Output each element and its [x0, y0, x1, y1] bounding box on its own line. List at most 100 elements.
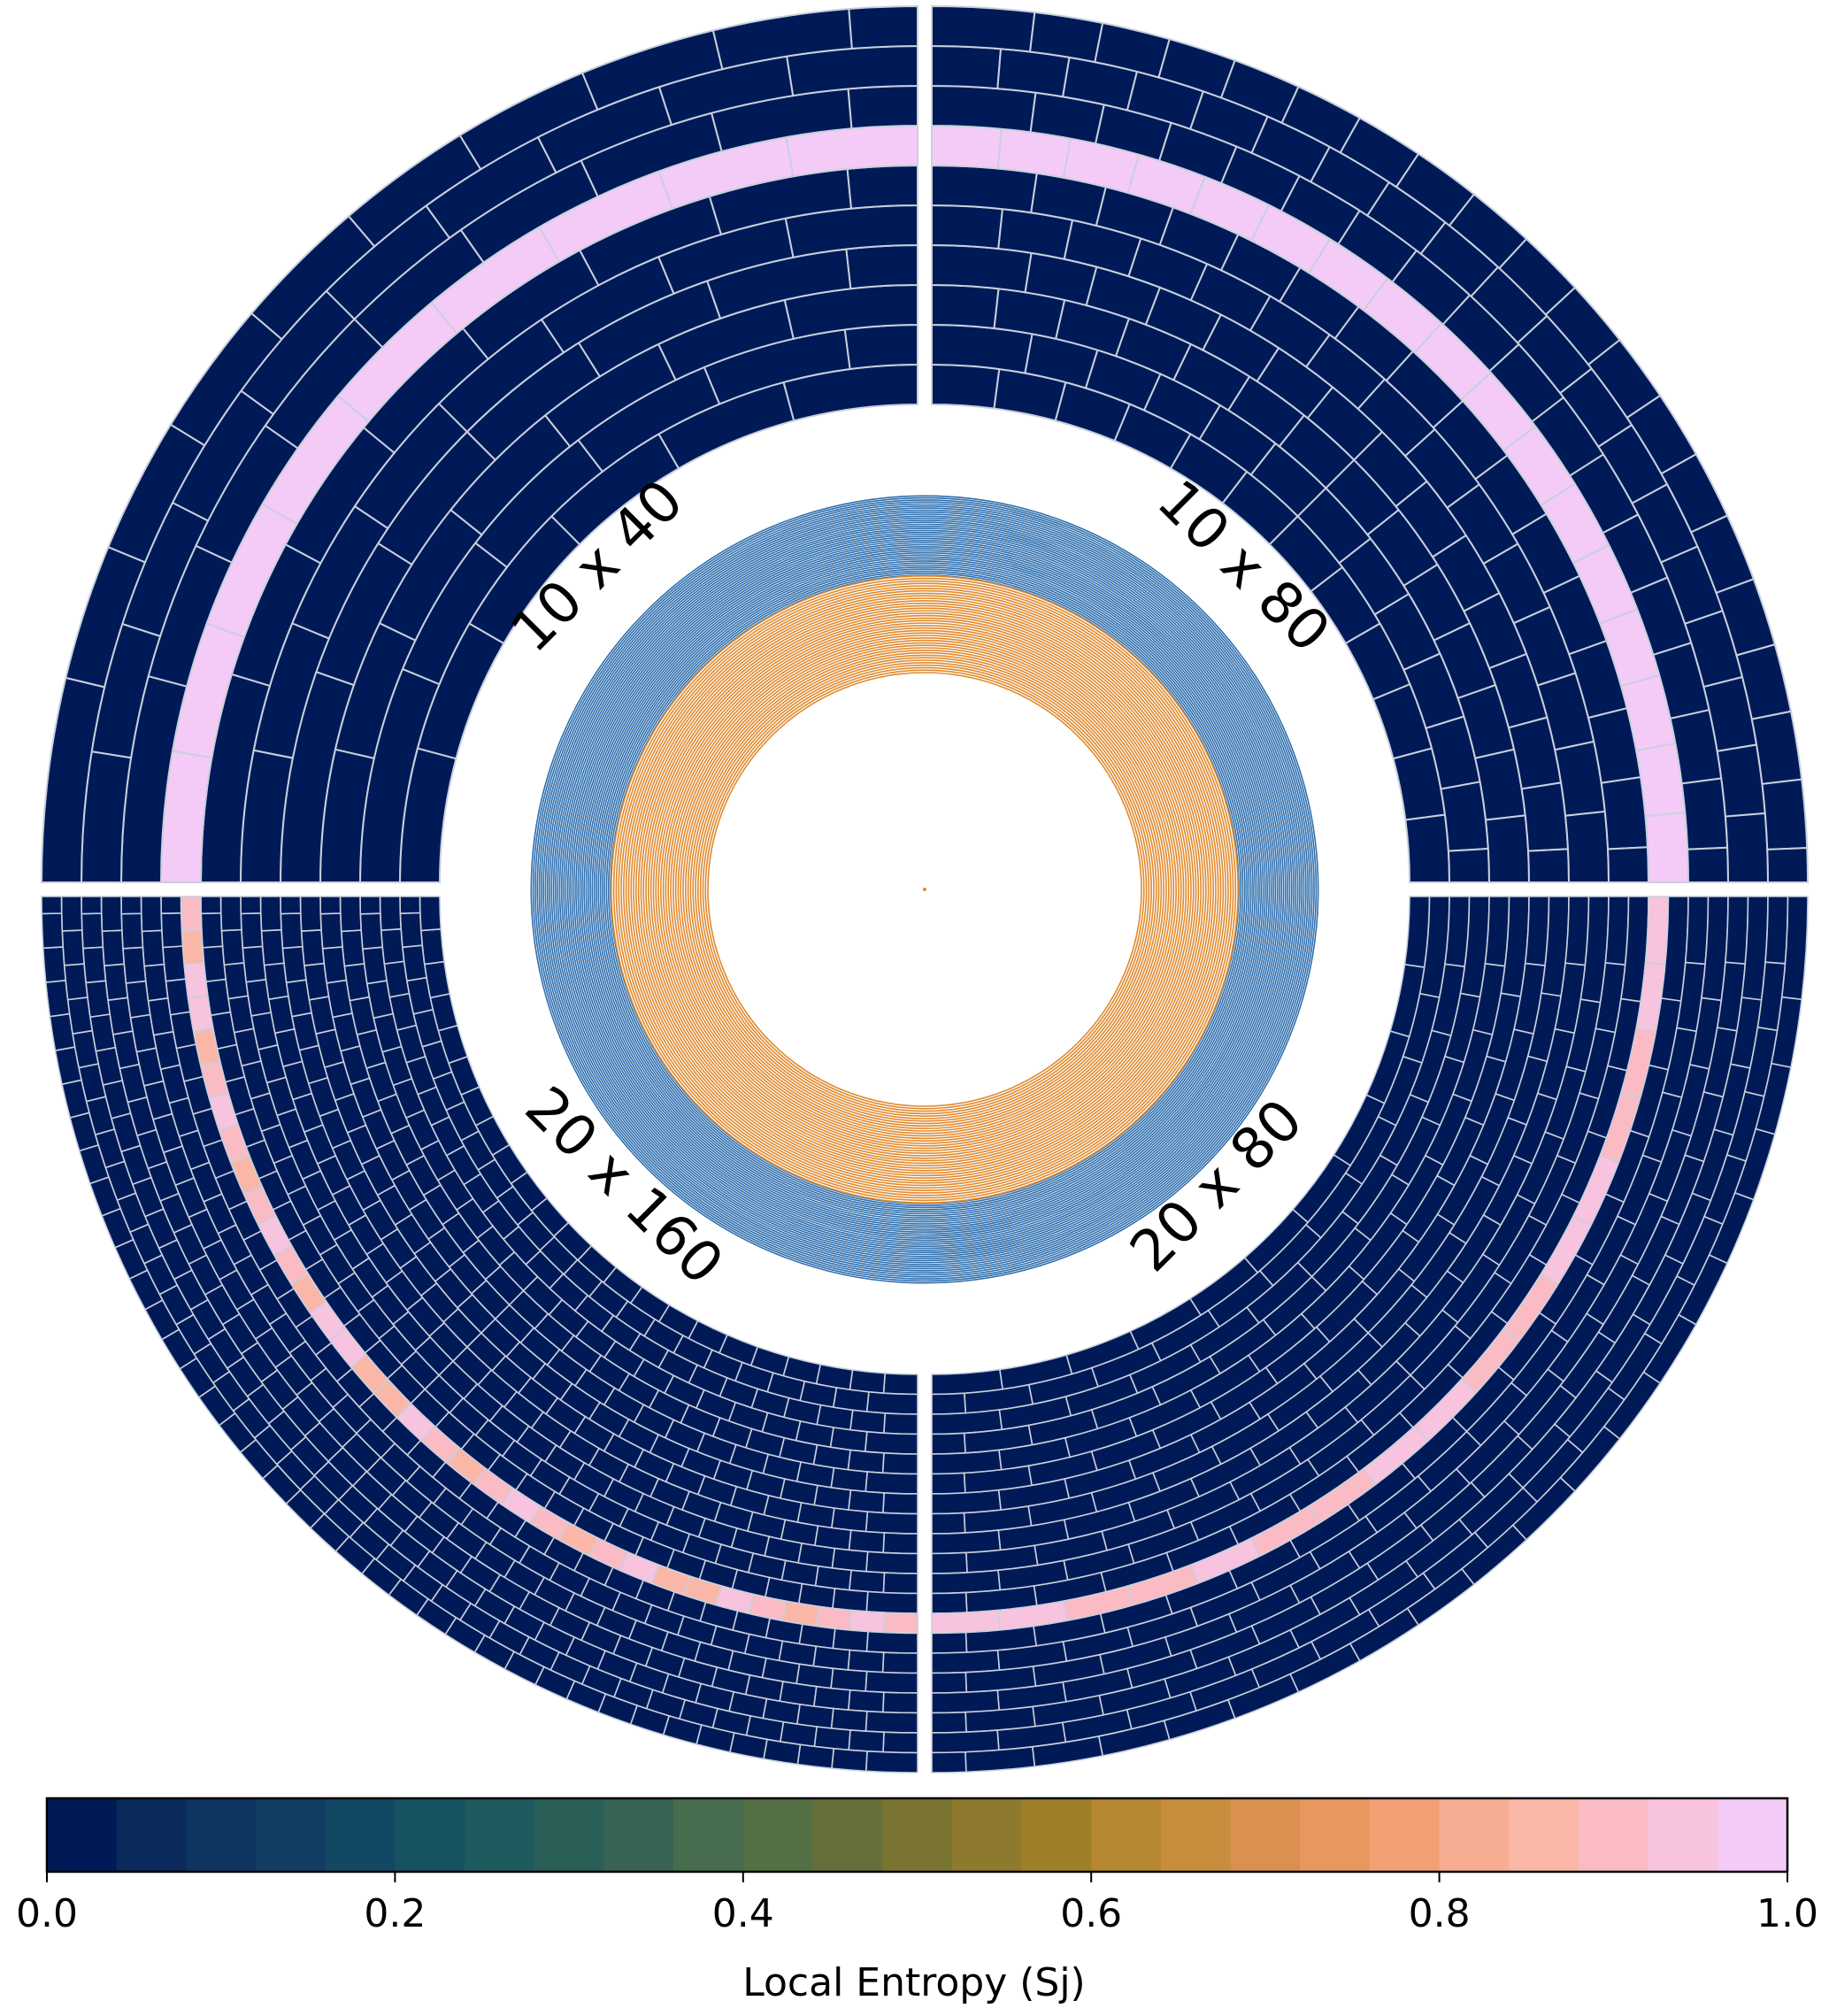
- spiral-outer-ring: [601, 566, 1249, 1213]
- heat-cell: [100, 896, 123, 932]
- heat-cell: [200, 896, 222, 915]
- spiral-inner-ring: [615, 580, 1234, 1199]
- heat-cell: [1604, 896, 1630, 966]
- heat-cell: [881, 1452, 918, 1475]
- spiral-inner-ring: [689, 654, 1160, 1125]
- spiral-inner-ring: [622, 587, 1227, 1192]
- spiral-inner-ring: [618, 582, 1232, 1197]
- heat-cell: [848, 1729, 885, 1753]
- spiral-outer-ring: [558, 523, 1291, 1256]
- heat-cell: [1607, 846, 1650, 883]
- panel-10x40: [40, 4, 918, 883]
- spiral-center-point: [923, 888, 926, 891]
- spiral-inner-ring: [637, 602, 1212, 1177]
- spiral-outer-ring: [596, 560, 1254, 1219]
- colorbar-bin: [742, 1798, 814, 1872]
- heat-cell: [848, 4, 918, 50]
- heat-cell: [42, 946, 67, 983]
- heat-cell: [882, 1731, 918, 1754]
- heat-cell: [847, 1649, 885, 1674]
- colorbar-bin: [534, 1798, 605, 1872]
- spiral-inner-ring: [642, 607, 1207, 1172]
- heat-cell: [1680, 777, 1729, 850]
- heat-cell: [931, 1649, 1001, 1674]
- spiral-inner-ring: [674, 639, 1175, 1140]
- colorbar-tick-label: 0.6: [1060, 1891, 1122, 1936]
- heat-cell: [200, 912, 224, 949]
- spiral-outer-ring: [552, 517, 1297, 1262]
- heat-cell: [931, 1529, 1002, 1555]
- colorbar-label: Local Entropy (Sj): [742, 1960, 1085, 2005]
- colorbar-bin: [256, 1798, 327, 1872]
- heat-cell: [1564, 896, 1590, 966]
- spiral-outer-ring: [583, 548, 1266, 1231]
- center-spiral: [530, 495, 1319, 1284]
- heat-cell: [931, 1729, 1000, 1754]
- heat-cell: [848, 1489, 885, 1514]
- heat-cell: [931, 243, 1033, 294]
- heat-cell: [81, 912, 104, 950]
- spiral-inner-ring: [625, 589, 1225, 1189]
- heat-cell: [931, 1432, 966, 1455]
- heat-cell: [796, 1743, 835, 1770]
- heat-cell: [240, 912, 264, 949]
- heat-cell: [848, 1529, 886, 1554]
- heat-cell: [1766, 847, 1810, 883]
- heat-cell: [931, 4, 1036, 53]
- spiral-outer-ring: [571, 535, 1279, 1243]
- spiral-inner-ring: [659, 624, 1190, 1155]
- panel-20x160: [41, 896, 918, 1774]
- colorbar-bin: [325, 1798, 396, 1872]
- colorbar-bin: [1091, 1798, 1162, 1872]
- spiral-inner-ring: [670, 635, 1180, 1144]
- spiral-inner-ring: [707, 672, 1142, 1107]
- heat-cell: [882, 1612, 918, 1635]
- heat-cell: [380, 927, 405, 966]
- heat-cell: [1684, 896, 1710, 966]
- spiral-outer-ring: [560, 525, 1289, 1254]
- heat-cell: [1527, 848, 1571, 883]
- spiral-inner-ring: [704, 669, 1145, 1110]
- heat-cell: [865, 1710, 918, 1734]
- spiral-outer-ring: [544, 509, 1305, 1270]
- colorbar-tick-label: 0.4: [712, 1891, 774, 1936]
- spiral-outer-ring: [607, 572, 1242, 1207]
- colorbar-bin: [1439, 1798, 1510, 1872]
- spiral-outer-ring: [593, 558, 1256, 1221]
- heat-cell: [931, 1751, 967, 1774]
- spiral-inner-ring: [630, 595, 1219, 1184]
- colorbar-frame: [45, 1797, 1789, 1874]
- spiral-inner-ring: [612, 577, 1237, 1202]
- heat-cell: [831, 1588, 869, 1612]
- heat-cell: [1644, 896, 1670, 966]
- heat-cell: [847, 1449, 885, 1474]
- spiral-outer-ring: [542, 507, 1307, 1272]
- heat-cell: [162, 945, 187, 982]
- spiral-outer-ring: [550, 515, 1299, 1264]
- panel-20x80: [931, 896, 1809, 1774]
- heat-cell: [931, 204, 1004, 250]
- heat-cell: [120, 912, 144, 950]
- spiral-inner-ring: [657, 622, 1192, 1157]
- colorbar-bin: [603, 1798, 674, 1872]
- heat-cell: [849, 1609, 886, 1634]
- colorbar-tick-label: 0.0: [16, 1891, 78, 1936]
- heat-cell: [240, 896, 262, 915]
- heat-cell: [359, 896, 381, 915]
- heat-cell: [931, 124, 1003, 170]
- heat-cell: [1520, 781, 1570, 852]
- spiral-outer-ring: [585, 550, 1264, 1229]
- heat-cell: [1447, 847, 1491, 883]
- heat-cell: [843, 323, 918, 371]
- heat-cell: [830, 1707, 868, 1733]
- heat-cell: [399, 912, 424, 949]
- spiral-outer-ring: [563, 527, 1287, 1251]
- spiral-outer-ring: [591, 556, 1258, 1223]
- heat-cell: [848, 1569, 886, 1594]
- spiral-outer-ring: [577, 542, 1272, 1237]
- heat-cell: [846, 164, 918, 210]
- heat-cell: [847, 84, 918, 130]
- colorbar-bin: [812, 1798, 883, 1872]
- heat-cell: [882, 1691, 918, 1714]
- heat-cell: [931, 1671, 968, 1694]
